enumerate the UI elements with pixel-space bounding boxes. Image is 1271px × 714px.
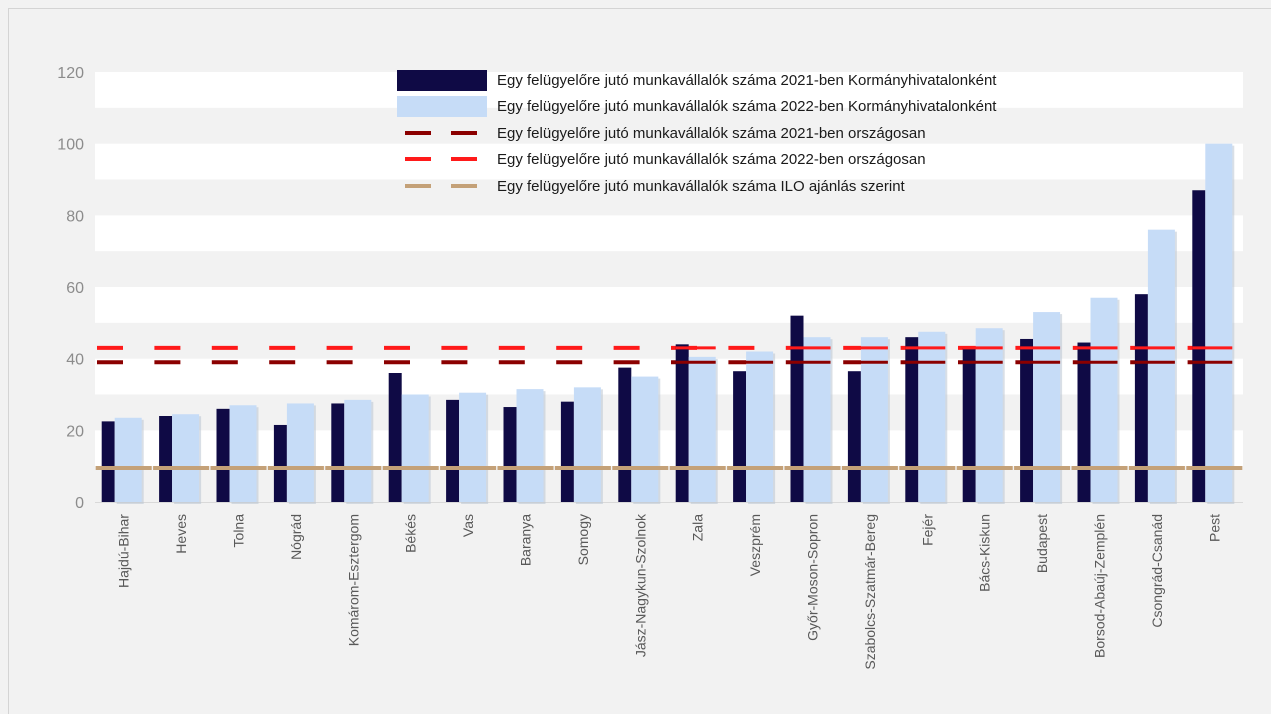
x-category-label: Tolna xyxy=(231,514,247,548)
bar-2021 xyxy=(675,344,689,502)
bar-2021 xyxy=(1192,190,1206,502)
x-category-label: Komárom-Esztergom xyxy=(345,514,361,646)
bar-2021 xyxy=(503,407,517,502)
grid-band xyxy=(95,72,1243,108)
legend-swatch-bar xyxy=(397,96,487,117)
legend-label: Egy felügyelőre jutó munkavállalók száma… xyxy=(497,125,926,142)
y-tick-label: 60 xyxy=(66,280,84,297)
bar-2022 xyxy=(746,351,774,502)
x-category-label: Zala xyxy=(690,514,706,541)
bar-2021 xyxy=(1020,338,1034,502)
bar-2022 xyxy=(918,331,946,502)
y-tick-label: 120 xyxy=(57,65,84,82)
bar-2022 xyxy=(344,399,372,502)
x-category-label: Somogy xyxy=(575,514,591,565)
bar-2022 xyxy=(688,356,716,502)
grid-band xyxy=(95,430,1243,467)
bars xyxy=(101,143,1235,504)
x-category-label: Fejér xyxy=(919,514,935,546)
bar-2021 xyxy=(733,371,747,502)
bar-2021 xyxy=(216,408,230,502)
bar-2021 xyxy=(1077,342,1091,502)
legend-label: Egy felügyelőre jutó munkavállalók száma… xyxy=(497,98,997,115)
bar-2021 xyxy=(905,337,919,502)
x-category-label: Jász-Nagykun-Szolnok xyxy=(632,513,648,657)
bar-2022 xyxy=(975,328,1003,502)
x-category-label: Vas xyxy=(460,514,476,537)
grid-band xyxy=(95,143,1243,180)
bar-2022 xyxy=(459,392,487,502)
x-category-label: Szabolcs-Szatmár-Bereg xyxy=(862,514,878,670)
bar-2022 xyxy=(1090,297,1118,502)
bar-2022 xyxy=(1033,312,1061,502)
y-axis-ticks: 0 20 40 60 80 100 120 xyxy=(57,65,84,512)
bar-2021 xyxy=(962,347,976,502)
bar-2022 xyxy=(1205,143,1233,502)
x-category-label: Bács-Kiskun xyxy=(977,514,993,592)
bar-2021 xyxy=(273,424,287,502)
bar-2021 xyxy=(847,371,861,502)
bar-2022 xyxy=(172,414,200,502)
x-category-label: Borsod-Abaúj-Zemplén xyxy=(1092,514,1108,658)
bar-2021 xyxy=(790,315,804,502)
x-category-label: Pest xyxy=(1206,514,1222,542)
bar-2022 xyxy=(631,376,659,502)
bar-2021 xyxy=(388,373,402,502)
x-category-label: Hajdú-Bihar xyxy=(116,514,132,588)
chart-frame xyxy=(8,8,1271,714)
bar-2022 xyxy=(516,389,544,502)
legend-label: Egy felügyelőre jutó munkavállalók száma… xyxy=(497,151,926,168)
x-category-label: Nógrád xyxy=(288,514,304,560)
bar-2021 xyxy=(101,421,115,502)
bar-2022 xyxy=(229,405,257,502)
bar-2021 xyxy=(1134,294,1148,502)
x-category-label: Veszprém xyxy=(747,514,763,576)
y-tick-label: 100 xyxy=(57,137,84,154)
bar-2021 xyxy=(560,401,574,502)
y-tick-label: 0 xyxy=(75,495,84,512)
x-category-label: Heves xyxy=(173,514,189,554)
legend-label: Egy felügyelőre jutó munkavállalók száma… xyxy=(497,178,906,195)
legend-swatch-bar xyxy=(397,70,487,91)
x-category-label: Győr-Moson-Sopron xyxy=(805,514,821,641)
grid-band xyxy=(95,215,1243,252)
x-category-label: Csongrád-Csanád xyxy=(1149,514,1165,628)
bar-2021 xyxy=(618,367,632,502)
bar-2022 xyxy=(1147,229,1175,502)
bar-2022 xyxy=(401,394,429,502)
bar-2021 xyxy=(159,416,173,502)
grid-band xyxy=(95,358,1243,395)
y-tick-label: 40 xyxy=(66,352,84,369)
bar-2022 xyxy=(286,403,314,502)
bar-2022 xyxy=(803,337,831,502)
bar-2021 xyxy=(331,403,345,502)
legend-label: Egy felügyelőre jutó munkavállalók száma… xyxy=(497,72,997,89)
bar-2022 xyxy=(573,387,601,502)
grid-band xyxy=(95,287,1243,323)
x-category-label: Budapest xyxy=(1034,514,1050,573)
y-tick-label: 80 xyxy=(66,208,84,225)
bar-2022 xyxy=(860,337,888,502)
bar-2022 xyxy=(114,417,142,502)
y-tick-label: 20 xyxy=(66,423,84,440)
legend: Egy felügyelőre jutó munkavállalók száma… xyxy=(397,70,997,195)
bar-2021 xyxy=(446,399,460,502)
x-category-label: Békés xyxy=(403,514,419,553)
x-category-label: Baranya xyxy=(518,514,534,566)
grid-bands xyxy=(95,72,1243,503)
x-axis-labels: Hajdú-Bihar Heves Tolna Nógrád Komárom-Eszte… xyxy=(116,513,1223,670)
